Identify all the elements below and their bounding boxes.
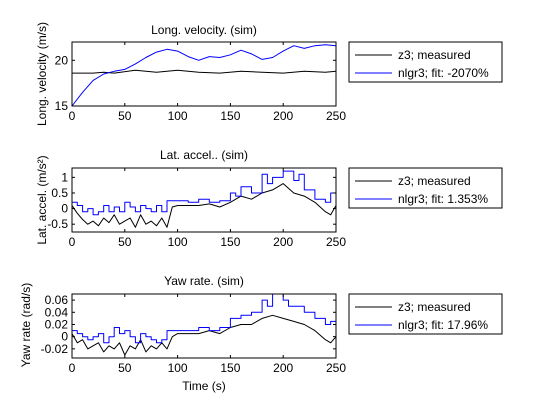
series-line	[71, 314, 337, 356]
tick-layer: 0 50 100 150 200 250 15 20	[55, 42, 346, 123]
legend-box	[348, 167, 503, 209]
legend-box	[348, 41, 503, 83]
tick-layer: 0 50 100 150 200 250 -0.50 0.5 1	[47, 168, 346, 249]
legend: z3; measured nlgr3; fit: 17.96%	[348, 293, 503, 335]
y-tick-label: -0.02	[41, 342, 69, 356]
x-tick-label: 50	[118, 361, 132, 375]
legend-box	[348, 293, 503, 335]
series-line	[71, 183, 337, 228]
y-tick-label: 0	[61, 330, 68, 344]
y-axis-label: Lat. accel. (m/s²)	[35, 155, 49, 244]
series-line	[72, 293, 337, 344]
plot-area	[71, 41, 337, 107]
legend: z3; measured nlgr3; fit: 1.353%	[348, 167, 503, 209]
x-tick-label: 50	[118, 109, 132, 123]
x-tick-label: 200	[273, 235, 293, 249]
x-tick-label: 250	[326, 361, 346, 375]
x-tick-label: 250	[326, 109, 346, 123]
y-tick-label: 1	[61, 170, 68, 184]
y-tick-label: 15	[55, 99, 69, 113]
series-layer	[71, 44, 337, 107]
subplot-lat-accel: Lat. accel.. (sim) Lat. accel. (m/s²) 0 5…	[35, 148, 503, 249]
x-axis-label: Time (s)	[182, 379, 226, 393]
series-layer	[71, 170, 337, 228]
x-tick-label: 0	[69, 361, 76, 375]
y-tick-label: 20	[55, 53, 69, 67]
plot-area	[71, 167, 337, 233]
x-tick-label: 200	[273, 109, 293, 123]
y-tick-label: 0.04	[45, 305, 69, 319]
x-tick-label: 50	[118, 235, 132, 249]
subplot-long-velocity: Long. velocity. (sim) Long. velocity (m/…	[35, 22, 503, 126]
legend-label-model: nlgr3; fit: -2070%	[398, 66, 489, 80]
subplot-title: Lat. accel.. (sim)	[160, 148, 248, 162]
legend-label-model: nlgr3; fit: 1.353%	[398, 192, 488, 206]
y-tick-label: 0.02	[45, 317, 69, 331]
subplot-title: Long. velocity. (sim)	[151, 23, 257, 37]
y-axis-label: Long. velocity (m/s)	[35, 22, 49, 126]
x-tick-label: 200	[273, 361, 293, 375]
y-tick-label: 0.5	[51, 186, 68, 200]
x-tick-label: 100	[168, 361, 188, 375]
x-tick-label: 150	[220, 109, 240, 123]
series-line	[71, 44, 337, 107]
x-tick-label: 100	[168, 109, 188, 123]
series-layer	[71, 293, 337, 356]
x-tick-label: 250	[326, 235, 346, 249]
legend: z3; measured nlgr3; fit: -2070%	[348, 41, 503, 83]
x-tick-label: 150	[220, 235, 240, 249]
x-tick-label: 0	[69, 235, 76, 249]
series-line	[72, 170, 337, 216]
y-tick-label: 0	[61, 202, 68, 216]
subplot-title: Yaw rate. (sim)	[164, 274, 244, 288]
plot-area	[71, 293, 337, 359]
y-axis-label: Yaw rate (rad/s)	[19, 283, 33, 367]
legend-label-measured: z3; measured	[398, 300, 471, 314]
x-tick-label: 100	[168, 235, 188, 249]
series-line	[72, 69, 337, 74]
legend-label-measured: z3; measured	[398, 174, 471, 188]
legend-label-measured: z3; measured	[398, 48, 471, 62]
y-tick-label: 0.06	[45, 293, 69, 307]
y-tick-label: -0.5	[47, 217, 68, 231]
subplot-yaw-rate: Yaw rate. (sim) Yaw rate (rad/s) Time (s…	[19, 274, 503, 393]
x-tick-label: 150	[220, 361, 240, 375]
legend-label-model: nlgr3; fit: 17.96%	[398, 318, 488, 332]
x-tick-label: 0	[69, 109, 76, 123]
